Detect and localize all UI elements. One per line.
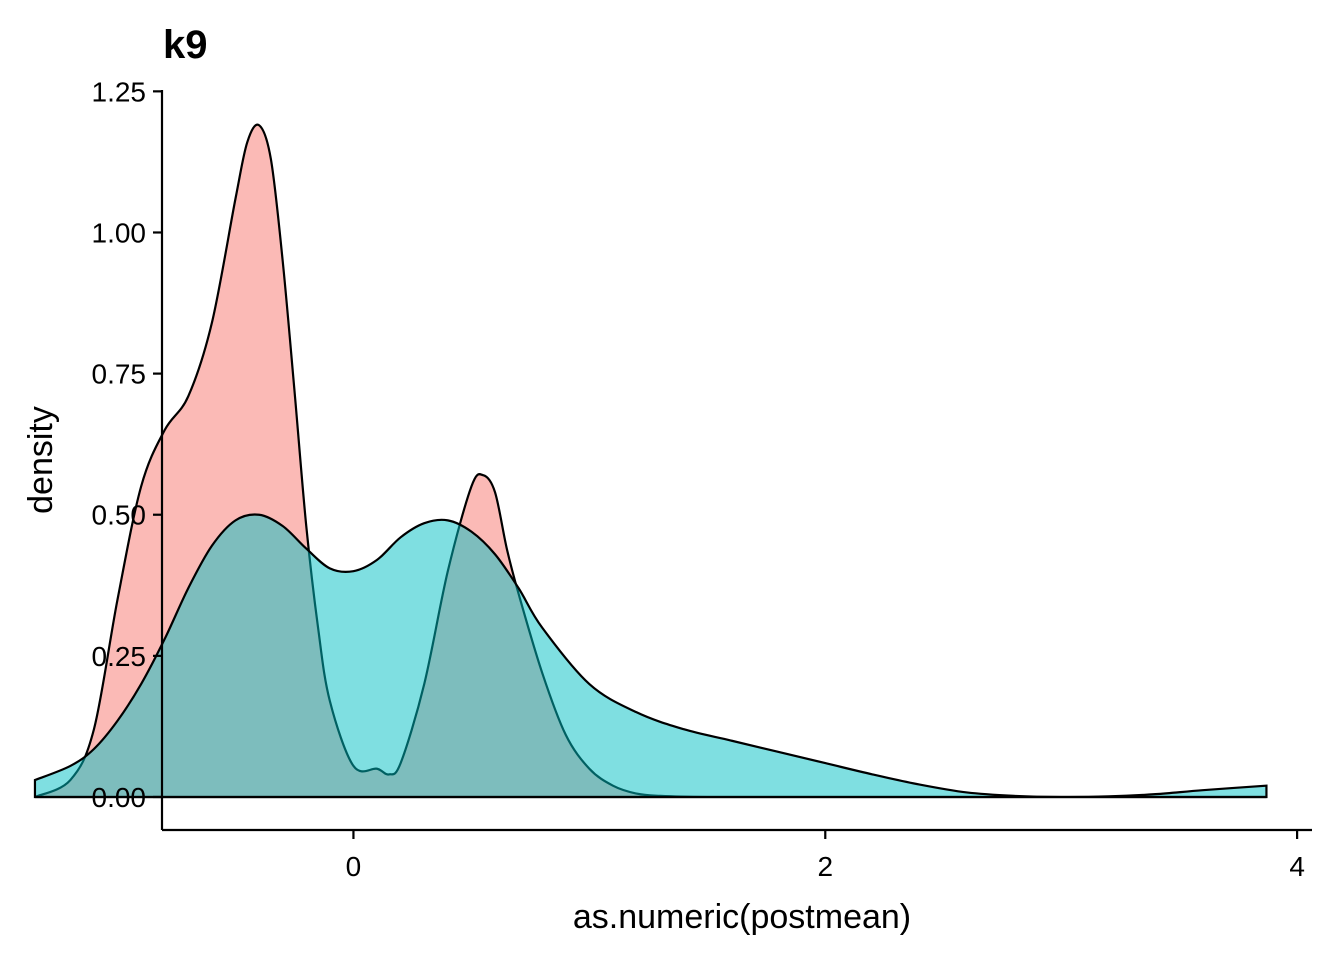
x-tick-label: 2 xyxy=(817,851,833,882)
y-tick-label: 1.25 xyxy=(92,76,147,107)
x-tick-label: 4 xyxy=(1289,851,1305,882)
y-tick-label: 0.00 xyxy=(92,782,147,813)
y-tick-label: 1.00 xyxy=(92,217,147,248)
y-tick-label: 0.50 xyxy=(92,500,147,531)
x-axis-title: as.numeric(postmean) xyxy=(573,898,911,936)
x-tick-label: 0 xyxy=(346,851,362,882)
ticks-layer: 0.00 0.25 0.50 0.75 1.00 1.25 0 2 4 xyxy=(92,76,1305,882)
density-area-1 xyxy=(33,513,1268,799)
y-tick-label: 0.25 xyxy=(92,641,147,672)
y-tick-label: 0.75 xyxy=(92,359,147,390)
chart-title: k9 xyxy=(163,23,208,67)
y-axis-title: density xyxy=(22,406,60,514)
series-layer xyxy=(33,123,1268,799)
